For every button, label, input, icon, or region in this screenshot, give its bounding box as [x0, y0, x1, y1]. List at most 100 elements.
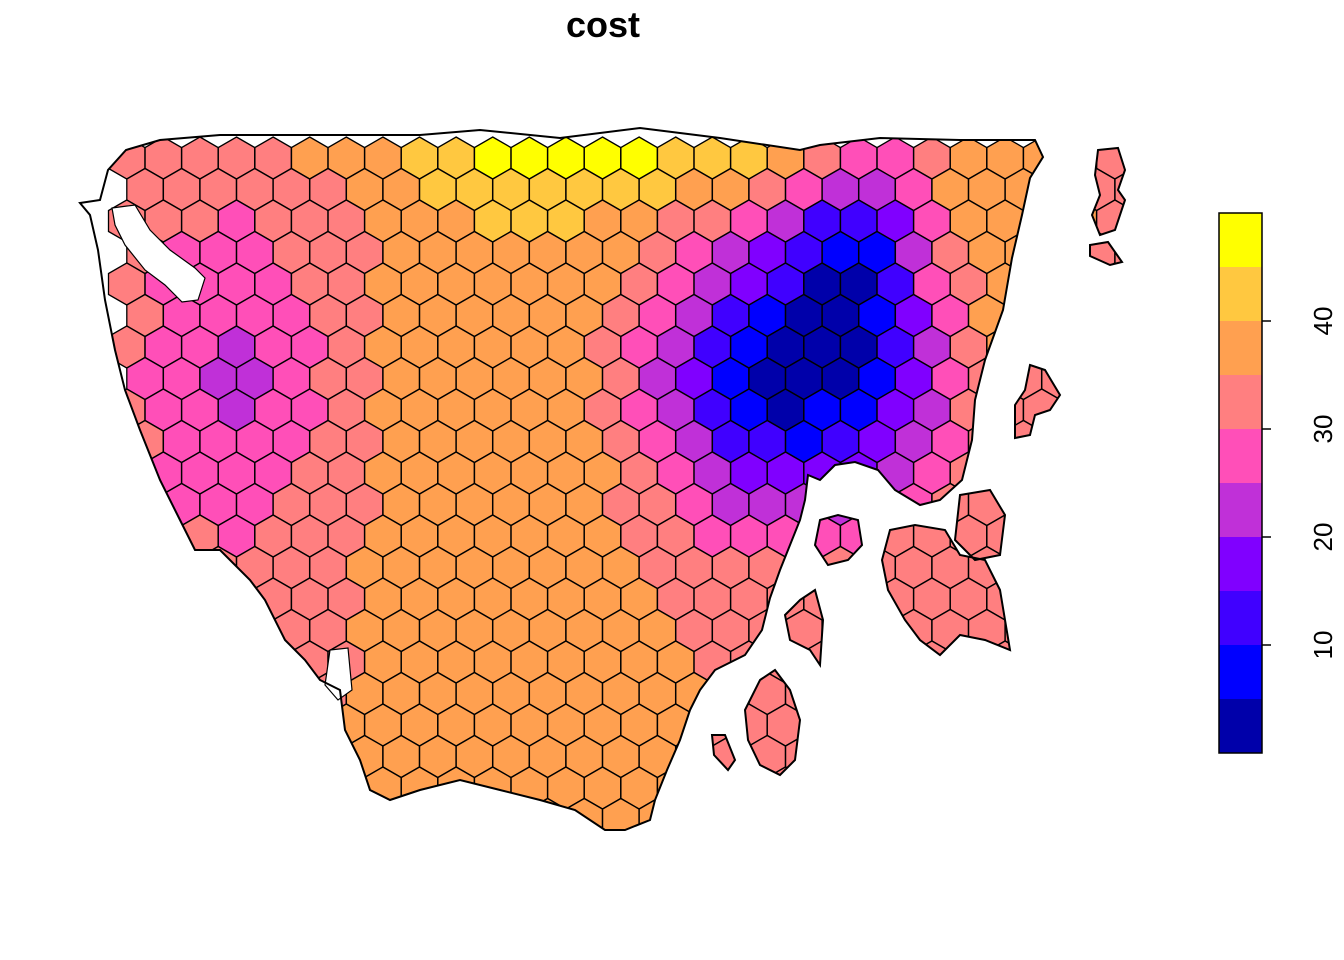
hex-cell — [839, 703, 878, 747]
hex-cell — [1114, 482, 1125, 527]
hex-cell — [1022, 451, 1061, 495]
hex-cell — [1077, 797, 1116, 830]
hex-cell — [858, 671, 896, 716]
hex-cell — [1114, 293, 1125, 338]
hex-cell — [235, 671, 274, 716]
legend-tick-label: 20 — [1308, 523, 1338, 552]
hex-cell — [931, 734, 970, 779]
legend-bin — [1219, 537, 1262, 591]
hex-cell — [1114, 356, 1125, 401]
hex-cell — [894, 734, 933, 779]
hex-cell — [290, 703, 329, 747]
hex-cell — [1022, 325, 1061, 369]
legend-bin — [1219, 321, 1262, 375]
hex-cell — [876, 703, 915, 747]
hex-cell — [1114, 230, 1125, 275]
hex-cell — [931, 671, 970, 716]
hex-cell — [1096, 766, 1125, 810]
legend-bin — [1219, 699, 1262, 753]
hex-cell — [162, 545, 201, 590]
hex-cell — [1077, 671, 1116, 716]
hex-cell — [1059, 325, 1098, 369]
hex-cell — [144, 514, 183, 558]
hex-cell — [1077, 608, 1116, 653]
hex-cell — [1059, 136, 1098, 180]
hex-cell — [1059, 514, 1098, 558]
hex-cell — [949, 640, 988, 684]
hex-cell — [1004, 608, 1043, 653]
hex-cell — [1041, 167, 1079, 212]
hex-cell — [1096, 640, 1125, 684]
hex-cell — [492, 797, 530, 830]
hex-cell — [986, 451, 1024, 495]
hex-cell — [199, 608, 238, 653]
hex-cell — [1022, 640, 1061, 684]
hex-cell — [839, 640, 878, 684]
hex-cell — [217, 640, 256, 684]
hex-cell — [949, 766, 988, 810]
hex-cell — [1096, 703, 1125, 747]
hex-cell — [675, 734, 713, 779]
hex-cell — [382, 797, 421, 830]
hex-cell — [1059, 199, 1098, 243]
hex-cell — [272, 671, 311, 716]
hex-cell — [162, 797, 201, 830]
hex-cell — [217, 703, 256, 747]
hex-cell — [1041, 419, 1079, 464]
hex-cell — [967, 797, 1006, 830]
hex-cell — [821, 671, 860, 716]
hex-cell — [986, 766, 1024, 810]
hex-cell — [1059, 640, 1098, 684]
hex-cell — [1059, 577, 1098, 621]
hex-cell — [1059, 388, 1098, 432]
hex-cell — [766, 766, 805, 810]
hex-cell — [1114, 734, 1125, 779]
hex-cell — [1059, 766, 1098, 810]
hex-cell — [821, 797, 860, 830]
hex-cell — [162, 734, 201, 779]
hex-cell — [1096, 388, 1125, 432]
hex-cell — [1059, 262, 1098, 306]
hex-cell — [784, 797, 823, 830]
hex-cell — [217, 766, 256, 810]
legend-bin — [1219, 267, 1262, 321]
legend-tick-label: 10 — [1308, 631, 1338, 660]
hex-cell — [126, 608, 164, 653]
hex-cell — [1004, 419, 1043, 464]
plot-title: cost — [565, 4, 641, 45]
hex-cell — [455, 797, 494, 830]
hex-cell — [1041, 545, 1079, 590]
hex-cell — [1041, 293, 1079, 338]
hex-cell — [1022, 766, 1061, 810]
hex-cell — [126, 671, 164, 716]
hex-cell — [1022, 577, 1061, 621]
color-legend: 10 20 30 40 — [1218, 212, 1338, 754]
hex-cell — [821, 734, 860, 779]
hex-cell — [1077, 356, 1116, 401]
hex-cell — [1096, 325, 1125, 369]
hex-cell — [181, 703, 219, 747]
hex-cell — [235, 734, 274, 779]
hex-cell — [254, 640, 292, 684]
legend-tick-label: 30 — [1308, 415, 1338, 444]
hex-grid — [107, 136, 1125, 830]
hex-cell — [235, 797, 274, 830]
hex-cell — [309, 734, 347, 779]
hex-cell — [1022, 514, 1061, 558]
hex-cell — [181, 766, 219, 810]
hex-cell — [199, 671, 238, 716]
hex-cell — [1022, 262, 1061, 306]
inlet-shape — [324, 647, 353, 701]
legend-frame — [1218, 212, 1263, 754]
hex-cell — [107, 703, 146, 747]
hex-cell — [858, 797, 896, 830]
hex-cell — [272, 797, 311, 830]
legend-color-bar — [1219, 213, 1262, 753]
hex-cell — [235, 608, 274, 653]
hex-cell — [803, 766, 841, 810]
hex-cell — [1114, 419, 1125, 464]
hex-cell — [418, 797, 457, 830]
coastline — [78, 126, 1127, 831]
hex-cell — [144, 703, 183, 747]
